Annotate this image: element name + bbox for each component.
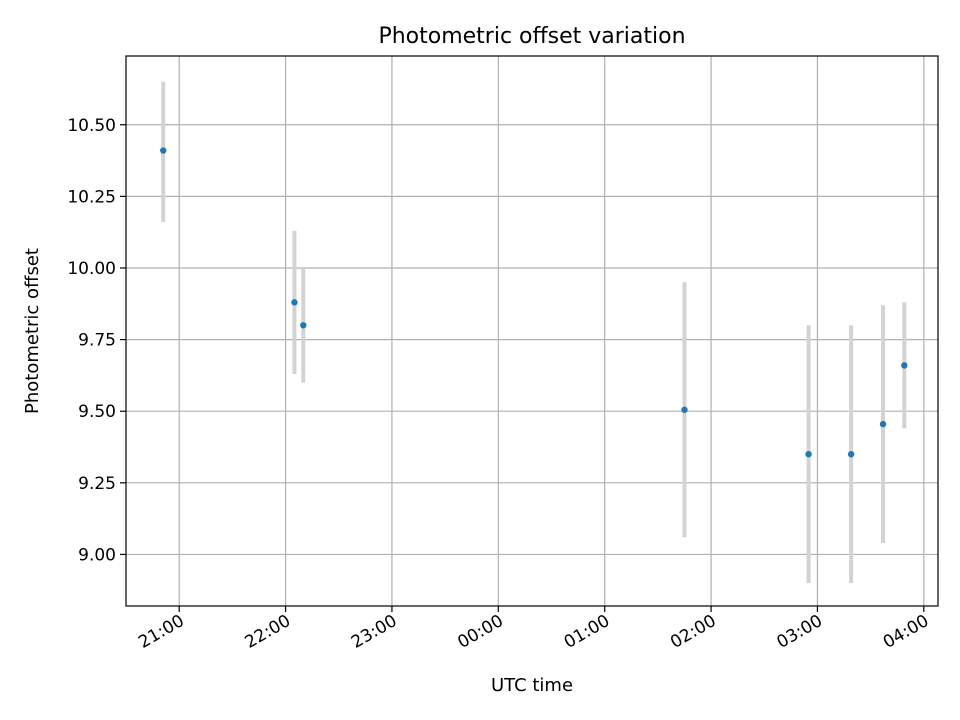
y-tick-label: 9.50 [78, 402, 116, 422]
x-tick-label: 23:00 [348, 611, 400, 653]
data-point [291, 299, 298, 306]
y-tick-label: 9.00 [78, 545, 116, 565]
y-tick-label: 9.25 [78, 474, 116, 494]
x-tick-label: 03:00 [774, 611, 826, 653]
data-point [847, 450, 855, 458]
plot-frame [125, 55, 939, 607]
data-point [300, 322, 307, 329]
x-tick-label: 02:00 [667, 611, 719, 653]
grid [126, 56, 938, 606]
data-point [160, 147, 167, 154]
y-tick-label: 10.00 [67, 259, 116, 279]
data-point [901, 362, 908, 369]
data-point [879, 420, 887, 428]
x-tick-label: 04:00 [880, 611, 932, 653]
chart-title: Photometric offset variation [378, 24, 685, 49]
data-points [160, 147, 908, 458]
x-tick-label: 00:00 [454, 611, 506, 653]
data-point [681, 406, 688, 413]
x-tick-label: 21:00 [135, 611, 187, 653]
x-tick-label: 01:00 [561, 611, 613, 653]
error-bars [161, 81, 907, 584]
x-axis-ticks: 21:00 22:00 23:00 00:00 01:00 02:00 03:00 04:00 [135, 606, 932, 653]
data-point [805, 450, 812, 458]
y-tick-label: 10.25 [67, 187, 116, 207]
x-axis-label: UTC time [491, 675, 573, 696]
y-tick-label: 10.50 [67, 116, 116, 136]
x-tick-label: 22:00 [242, 611, 294, 653]
y-tick-label: 9.75 [78, 331, 116, 351]
y-axis-ticks: 9.00 9.25 9.50 9.75 10.00 10.25 10.50 [67, 116, 126, 565]
y-axis-label: Photometric offset [22, 248, 43, 414]
